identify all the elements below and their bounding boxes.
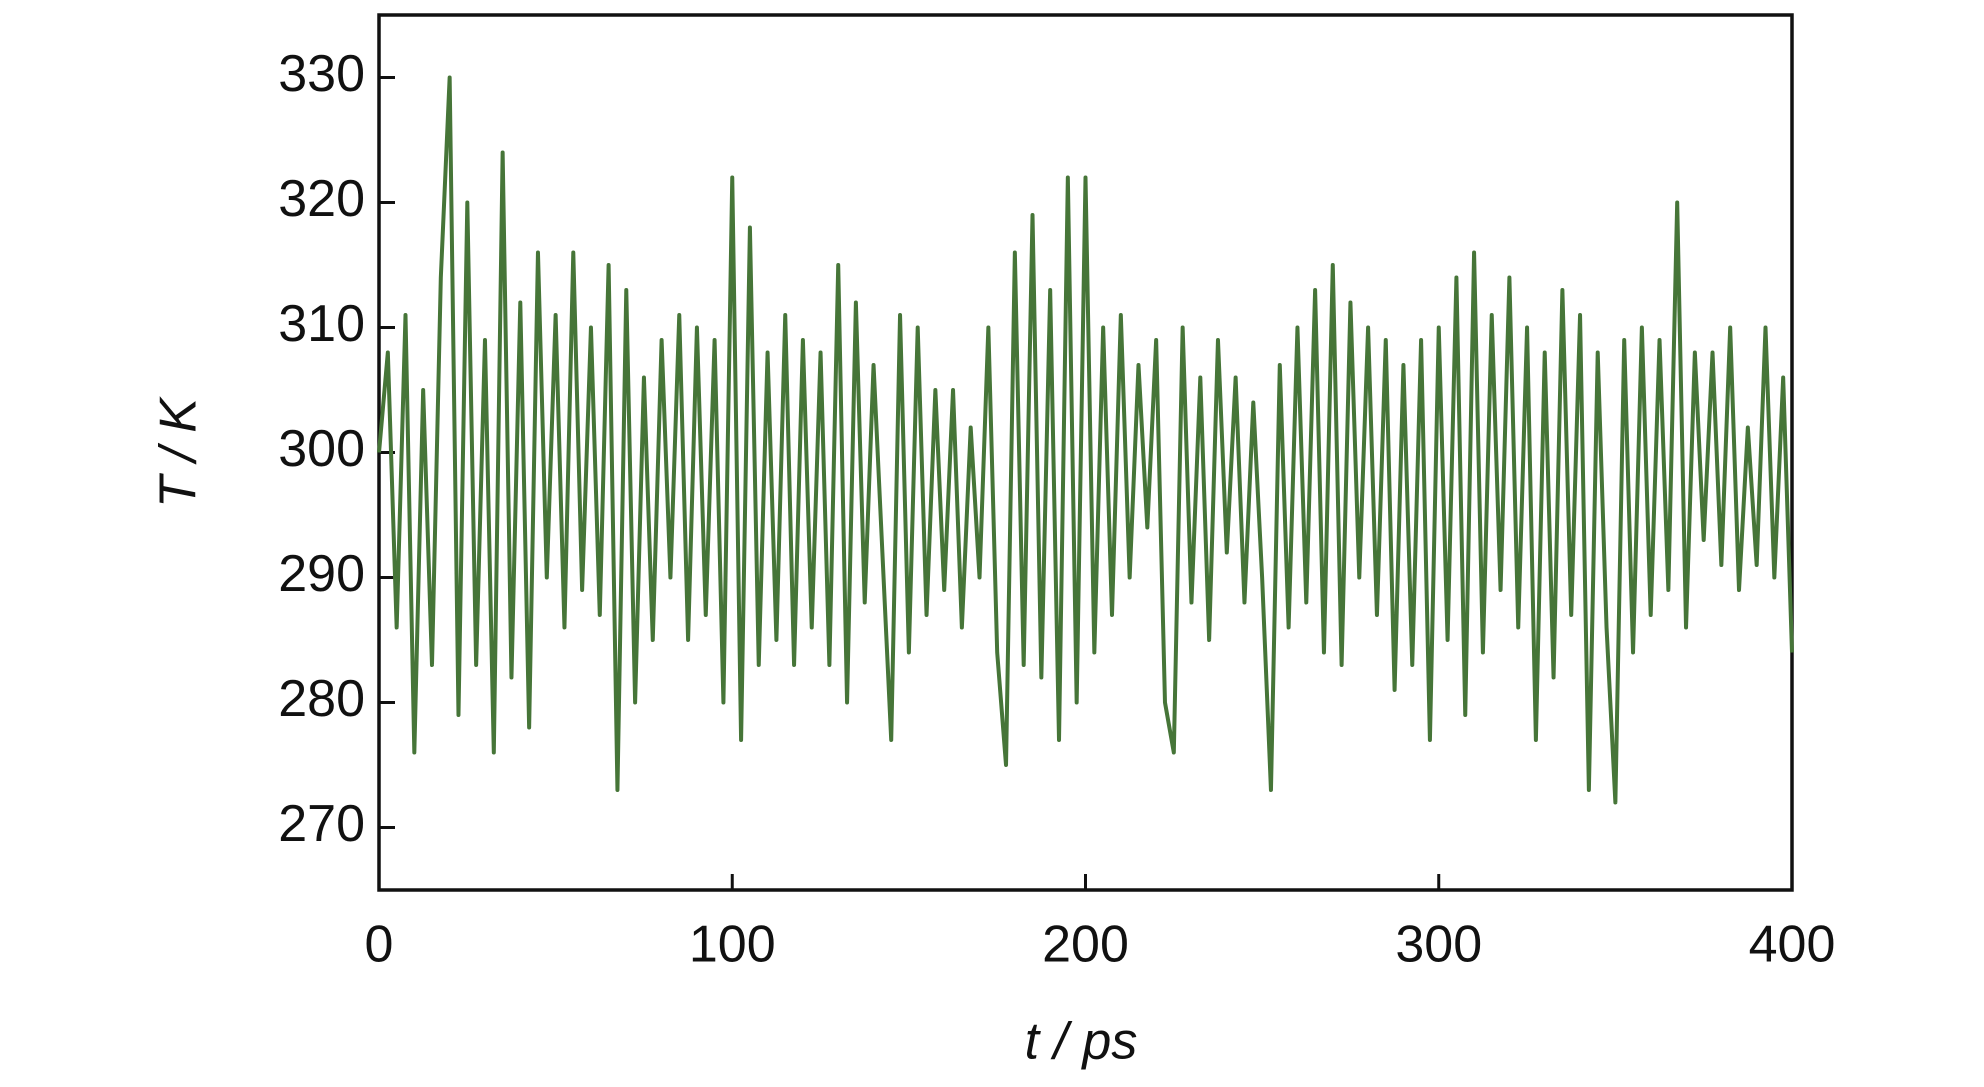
x-tick-label: 300 bbox=[1395, 916, 1482, 974]
x-tick-label: 200 bbox=[1042, 916, 1129, 974]
x-tick-label: 0 bbox=[365, 916, 394, 974]
data-line bbox=[377, 75, 1794, 805]
y-tick-label: 330 bbox=[278, 45, 365, 103]
y-tick-label: 270 bbox=[278, 795, 365, 853]
y-axis-label: T / K bbox=[150, 396, 208, 508]
x-axis-label: t / ps bbox=[1025, 1013, 1138, 1071]
y-tick-label: 300 bbox=[278, 420, 365, 478]
x-tick-label: 100 bbox=[689, 916, 776, 974]
x-tick-label: 400 bbox=[1749, 916, 1836, 974]
plot-frame bbox=[377, 13, 1794, 892]
y-tick-label: 280 bbox=[278, 670, 365, 728]
y-tick-label: 310 bbox=[278, 295, 365, 353]
y-tick-label: 320 bbox=[278, 170, 365, 228]
y-tick-label: 290 bbox=[278, 545, 365, 603]
